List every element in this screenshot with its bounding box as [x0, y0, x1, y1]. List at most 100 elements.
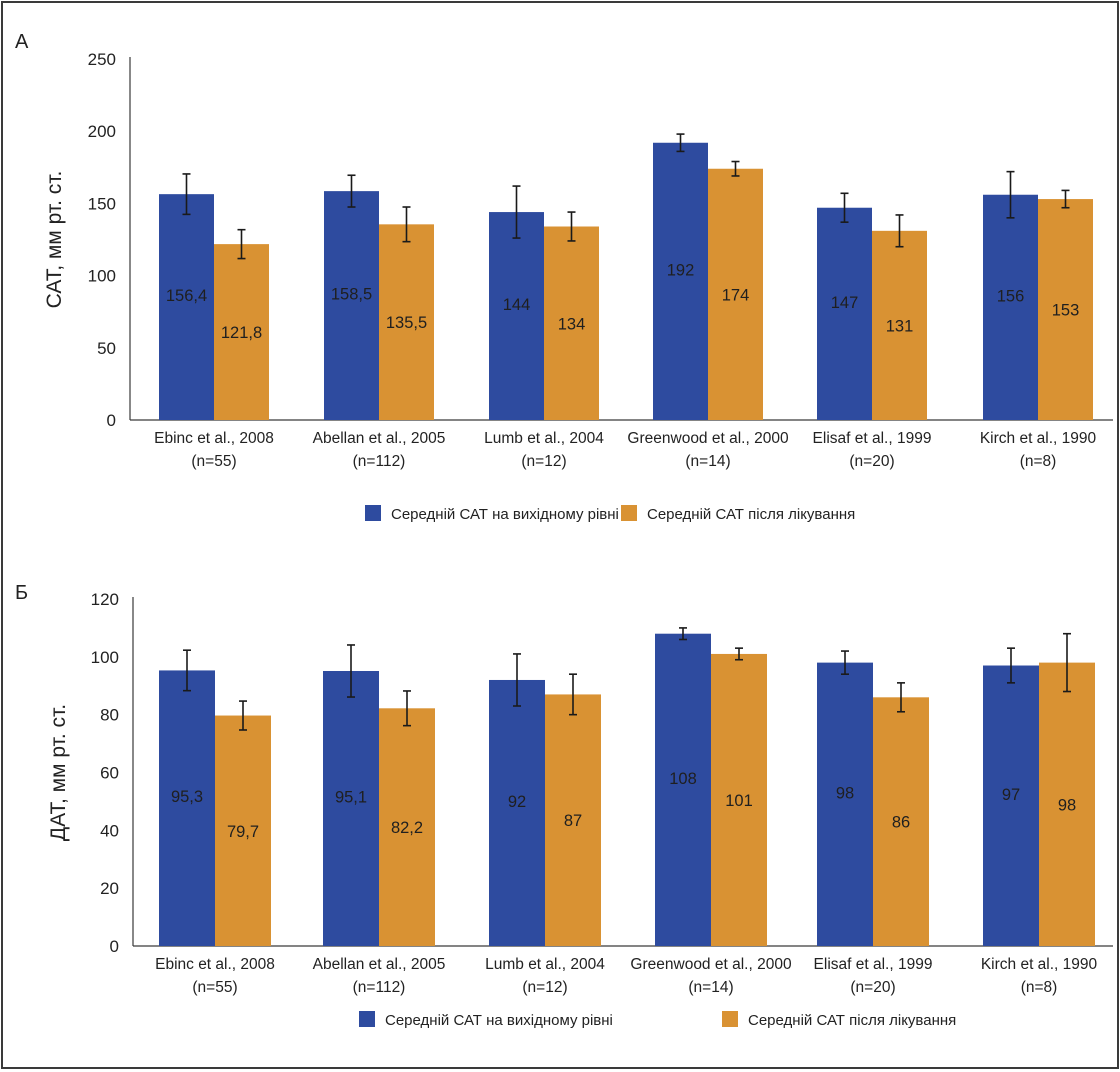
legend-entry: Середній САТ на вихідному рівні: [385, 1012, 613, 1029]
y-tick-label: 0: [110, 937, 119, 956]
bar-baseline: [817, 662, 873, 946]
data-label: 87: [564, 812, 582, 830]
y-tick-label: 100: [91, 648, 119, 667]
category-label: Greenwood et al., 2000: [630, 956, 792, 973]
category-n-label: (n=112): [353, 979, 406, 996]
data-label: 108: [669, 770, 697, 788]
data-label: 134: [558, 315, 586, 333]
category-label: Greenwood et al., 2000: [627, 430, 789, 447]
data-label: 101: [725, 792, 753, 810]
bar-after: [711, 653, 767, 946]
bar-baseline: [983, 194, 1038, 420]
legend-entry: Середній САТ на вихідному рівні: [391, 506, 619, 523]
bar-baseline: [817, 207, 872, 420]
category-n-label: (n=112): [353, 453, 406, 470]
legend-swatch: [621, 505, 637, 521]
bar-after: [1039, 662, 1095, 946]
y-tick-label: 80: [100, 706, 119, 725]
category-n-label: (n=55): [191, 453, 236, 470]
category-label: Kirch et al., 1990: [980, 430, 1097, 447]
bar-after: [544, 226, 599, 420]
data-label: 82,2: [391, 819, 423, 837]
legend-swatch: [722, 1011, 738, 1027]
data-label: 97: [1002, 786, 1020, 804]
legend-swatch: [359, 1011, 375, 1027]
category-label: Kirch et al., 1990: [981, 956, 1098, 973]
bar-baseline: [489, 679, 545, 946]
data-label: 156: [997, 287, 1025, 305]
category-label: Ebinc et al., 2008: [154, 430, 274, 447]
data-label: 153: [1052, 302, 1080, 320]
data-label: 92: [508, 793, 526, 811]
data-label: 98: [1058, 796, 1076, 814]
bar-baseline: [159, 670, 215, 946]
bar-baseline: [489, 212, 544, 420]
category-label: Lumb et al., 2004: [485, 956, 605, 973]
bar-baseline: [324, 191, 379, 420]
category-n-label: (n=55): [192, 979, 237, 996]
data-label: 144: [503, 296, 531, 314]
data-label: 174: [722, 286, 750, 304]
category-n-label: (n=8): [1021, 979, 1058, 996]
category-n-label: (n=20): [849, 453, 894, 470]
bar-after: [708, 168, 763, 420]
bar-after: [873, 697, 929, 946]
data-label: 158,5: [331, 286, 372, 304]
data-label: 95,1: [335, 789, 367, 807]
data-label: 147: [831, 294, 859, 312]
bar-after: [1038, 199, 1093, 420]
bar-baseline: [323, 671, 379, 946]
legend-entry: Середній САТ після лікування: [748, 1012, 956, 1029]
y-tick-label: 40: [100, 821, 119, 840]
y-tick-label: 120: [91, 590, 119, 609]
y-axis-label: САТ, мм рт. ст.: [43, 171, 66, 309]
bar-after: [872, 230, 927, 420]
y-tick-label: 250: [88, 50, 116, 69]
chart-panel-1: А 0 50 100 150 200 250 САТ, мм рт. ст. 156,4 121,…: [15, 31, 1113, 523]
category-n-label: (n=20): [850, 979, 895, 996]
panel-label: А: [15, 31, 29, 53]
y-tick-label: 100: [88, 267, 116, 286]
y-tick-label: 60: [100, 764, 119, 783]
bar-baseline: [655, 633, 711, 946]
bar-baseline: [159, 194, 214, 420]
data-label: 86: [892, 814, 910, 832]
y-tick-label: 0: [107, 411, 116, 430]
data-label: 79,7: [227, 823, 259, 841]
y-tick-label: 50: [97, 339, 116, 358]
data-label: 135,5: [386, 314, 427, 332]
category-label: Abellan et al., 2005: [313, 430, 446, 447]
data-label: 95,3: [171, 788, 203, 806]
category-label: Elisaf et al., 1999: [814, 956, 933, 973]
category-label: Lumb et al., 2004: [484, 430, 604, 447]
y-tick-label: 150: [88, 194, 116, 213]
legend-swatch: [365, 505, 381, 521]
category-label: Abellan et al., 2005: [313, 956, 446, 973]
bar-after: [379, 708, 435, 946]
bar-after: [214, 244, 269, 420]
data-label: 156,4: [166, 287, 207, 305]
bar-after: [545, 694, 601, 946]
bar-after: [215, 715, 271, 946]
category-n-label: (n=12): [521, 453, 566, 470]
bar-baseline: [653, 142, 708, 420]
category-n-label: (n=14): [685, 453, 730, 470]
category-label: Ebinc et al., 2008: [155, 956, 275, 973]
panel-label: Б: [15, 582, 28, 604]
category-n-label: (n=8): [1020, 453, 1057, 470]
data-label: 121,8: [221, 324, 262, 342]
data-label: 98: [836, 784, 854, 802]
bar-baseline: [983, 665, 1039, 946]
y-tick-label: 200: [88, 122, 116, 141]
chart-panel-2: Б 0 20 40 60 80 100 120 ДАТ, мм рт. ст. 95,3 79,7 E…: [15, 582, 1113, 1029]
bar-after: [379, 224, 434, 420]
y-axis-label: ДАТ, мм рт. ст.: [47, 704, 70, 841]
data-label: 192: [667, 261, 695, 279]
legend-entry: Середній САТ після лікування: [647, 506, 855, 523]
category-n-label: (n=14): [688, 979, 733, 996]
figure-svg: А 0 50 100 150 200 250 САТ, мм рт. ст. 156,4 121,…: [15, 31, 1113, 1029]
category-label: Elisaf et al., 1999: [813, 430, 932, 447]
data-label: 131: [886, 317, 914, 335]
category-n-label: (n=12): [522, 979, 567, 996]
